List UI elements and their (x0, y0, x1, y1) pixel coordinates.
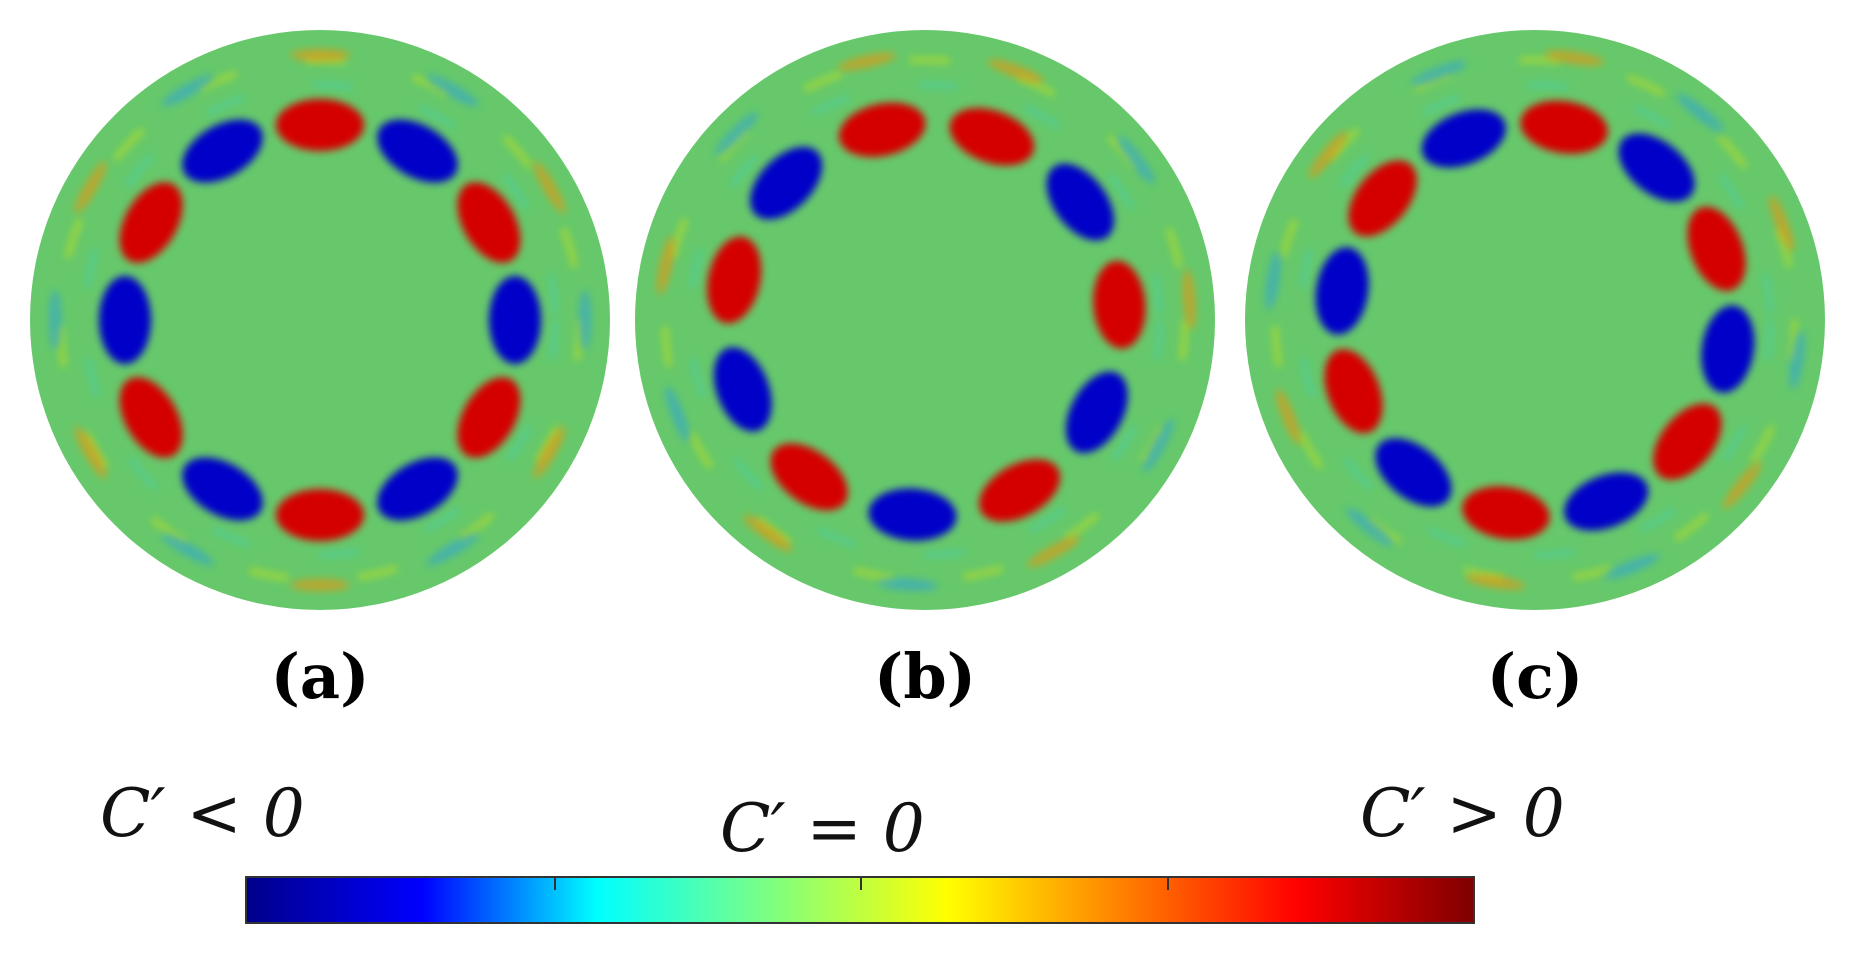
negative-lobe (1046, 163, 1115, 241)
secondary-ripple (1676, 93, 1725, 133)
panel-label-b: (b) (873, 640, 977, 713)
secondary-ripple (533, 426, 566, 479)
positive-lobe (838, 102, 926, 157)
negative-lobe (182, 457, 263, 521)
negative-lobe (377, 119, 458, 183)
positive-lobe (707, 236, 762, 324)
secondary-ripple (1117, 135, 1155, 184)
negative-lobe (1065, 371, 1128, 453)
field-panel-c (1245, 30, 1825, 610)
secondary-ripple (49, 290, 61, 350)
secondary-ripple (657, 236, 675, 295)
ripple-ring (1297, 82, 1773, 558)
secondary-ripple (74, 161, 107, 214)
ripple-ring (687, 82, 1163, 558)
positive-lobe (457, 182, 521, 263)
panel-label-a: (a) (270, 640, 370, 713)
negative-lobe (868, 488, 957, 541)
colorbar-tick-1 (553, 878, 556, 890)
ripple-ring (82, 82, 558, 558)
positive-lobe (1520, 100, 1608, 154)
secondary-ripple (74, 426, 107, 479)
secondary-ripple (1027, 536, 1080, 568)
secondary-ripple (714, 112, 758, 156)
negative-lobe (377, 457, 458, 521)
colorbar-tick-2 (860, 878, 862, 890)
secondary-ripple (290, 579, 350, 591)
panel-label-c: (c) (1486, 640, 1584, 713)
colorbar-label-positive: C′ > 0 (1360, 775, 1565, 852)
secondary-ripple (1143, 418, 1174, 472)
positive-lobe (1324, 349, 1383, 434)
field-disk (30, 30, 610, 610)
field-panel-a (30, 30, 610, 610)
secondary-ripple (1789, 329, 1805, 390)
secondary-ripple (665, 386, 690, 443)
secondary-ripple (579, 290, 591, 350)
positive-lobe (949, 108, 1035, 166)
positive-lobe (1093, 260, 1146, 349)
colorbar-label-zero: C′ = 0 (720, 790, 925, 867)
secondary-ripple (426, 74, 479, 107)
positive-lobe (276, 99, 364, 151)
positive-lobe (770, 443, 848, 511)
secondary-ripple (837, 52, 897, 71)
colorbar-tick-3 (1166, 878, 1169, 890)
negative-lobe (1564, 472, 1649, 531)
negative-lobe (1701, 305, 1755, 393)
secondary-ripple (1345, 507, 1394, 547)
secondary-ripple (1769, 195, 1794, 252)
secondary-ripple (877, 578, 938, 591)
secondary-ripple (1265, 250, 1281, 311)
positive-lobe (457, 377, 521, 458)
secondary-ripple (1276, 388, 1301, 445)
positive-lobe (1462, 486, 1550, 540)
secondary-ripple (743, 514, 793, 552)
colorbar-label-negative: C′ < 0 (100, 775, 305, 852)
secondary-ripple (1603, 554, 1660, 579)
negative-lobe (99, 276, 151, 364)
negative-lobe (1375, 438, 1452, 507)
ripple-ring (662, 57, 1188, 583)
secondary-ripple (426, 533, 479, 566)
negative-lobe (489, 276, 541, 364)
secondary-ripple (1465, 574, 1526, 590)
ripple-ring (1272, 57, 1798, 583)
colorbar (245, 876, 1475, 924)
field-panel-b (635, 30, 1215, 610)
positive-lobe (119, 377, 183, 458)
secondary-ripple (161, 74, 214, 107)
negative-lobe (182, 119, 263, 183)
secondary-ripple (533, 161, 566, 214)
positive-lobe (1348, 160, 1417, 237)
secondary-ripple (290, 49, 350, 61)
negative-lobe (1421, 109, 1506, 168)
panels-svg (30, 30, 1825, 610)
negative-lobe (1618, 133, 1695, 202)
negative-lobe (713, 347, 772, 432)
secondary-ripple (987, 59, 1045, 83)
negative-lobe (1315, 247, 1369, 335)
secondary-ripple (1410, 61, 1467, 86)
secondary-ripple (161, 533, 214, 566)
secondary-ripple (1544, 50, 1605, 66)
positive-lobe (276, 489, 364, 541)
positive-lobe (119, 182, 183, 263)
secondary-ripple (1722, 461, 1762, 510)
positive-lobe (1653, 403, 1722, 480)
positive-lobe (1687, 206, 1746, 291)
negative-lobe (750, 146, 823, 220)
secondary-ripple (1308, 130, 1348, 179)
secondary-ripple (1182, 269, 1196, 330)
positive-lobe (979, 459, 1061, 522)
